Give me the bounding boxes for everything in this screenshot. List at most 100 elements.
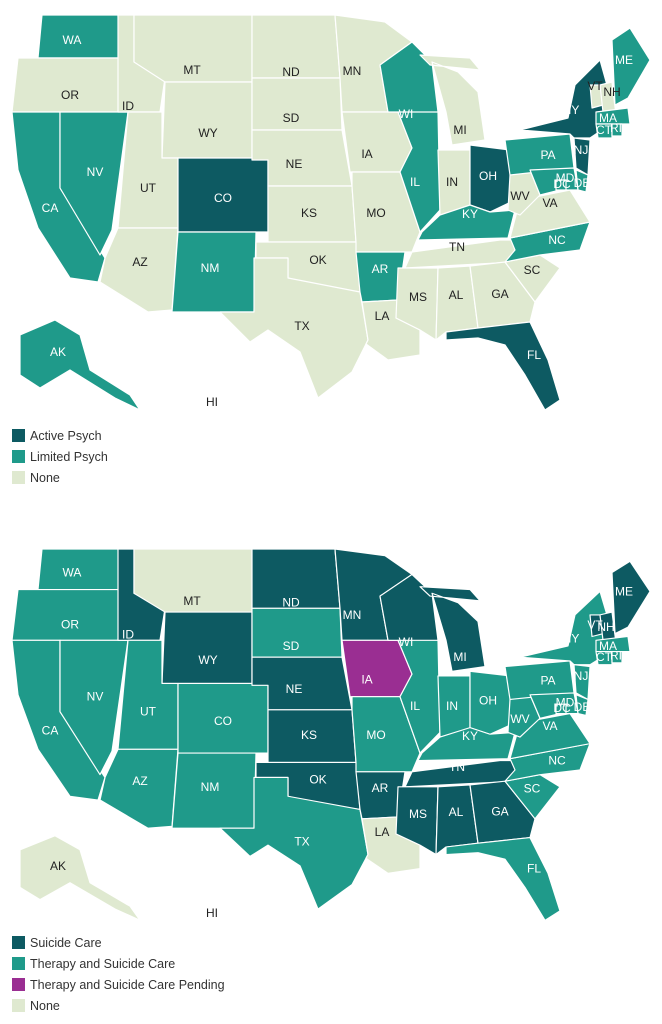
state-label-ga: GA (491, 287, 508, 301)
state-or (11, 57, 121, 113)
state-ri (611, 650, 623, 664)
state-label-co: CO (214, 191, 232, 205)
legend-item-suicide-care: Suicide Care (12, 932, 225, 953)
state-label-ri: RI (610, 121, 622, 135)
legend-swatch-suicide-care (12, 936, 25, 949)
state-label-ky: KY (462, 207, 478, 221)
state-nv (59, 111, 129, 256)
svg1-shapes (11, 14, 651, 411)
state-mi (419, 586, 486, 672)
state-tx (219, 257, 369, 399)
state-label-oh: OH (479, 169, 497, 183)
state-label-wy: WY (198, 126, 217, 140)
state-label-tn: TN (449, 240, 465, 254)
state-label-mi: MI (453, 123, 466, 137)
state-label-wa: WA (63, 566, 82, 580)
state-nv (59, 639, 129, 776)
legend-label-active-psych: Active Psych (30, 428, 102, 443)
state-label-ks: KS (301, 206, 317, 220)
state-label-in: IN (446, 699, 458, 713)
state-ga (469, 261, 536, 329)
state-label-tx: TX (294, 834, 309, 848)
state-label-vt: VT (587, 79, 603, 93)
svg1-labels: WA OR CA NV ID MT WY UT AZ CO NM ND SD NE KS OK TX MN IA MO… (42, 33, 633, 409)
state-label-ct: CT (596, 123, 613, 137)
state-label-wv: WV (510, 189, 529, 203)
state-ma (595, 107, 631, 125)
top-map: WA OR CA NV ID MT WY UT AZ CO NM ND SD NE KS OK TX MN IA MO… (0, 0, 662, 415)
state-label-pa: PA (540, 674, 555, 688)
state-label-md: MD (556, 695, 575, 709)
state-label-nc: NC (548, 233, 566, 247)
state-label-nm: NM (201, 780, 220, 794)
state-label-nj: NJ (574, 669, 589, 683)
state-label-nv: NV (87, 690, 104, 704)
legend-item-active-psych: Active Psych (12, 425, 108, 446)
state-me (611, 27, 651, 106)
state-label-vt: VT (587, 618, 603, 632)
state-ct (595, 650, 613, 666)
state-label-ms: MS (409, 290, 427, 304)
state-label-ar: AR (372, 781, 389, 795)
state-label-ny: NY (563, 631, 580, 645)
state-mi (419, 54, 486, 146)
state-label-ak: AK (50, 859, 66, 873)
state-label-tn: TN (449, 760, 465, 774)
state-label-ga: GA (491, 804, 508, 818)
state-label-ms: MS (409, 807, 427, 821)
state-label-la: LA (375, 309, 390, 323)
state-label-nd: ND (282, 596, 300, 610)
state-label-az: AZ (132, 774, 147, 788)
state-tx (219, 776, 369, 910)
state-label-va: VA (542, 196, 557, 210)
state-ri (611, 123, 623, 137)
state-label-in: IN (446, 175, 458, 189)
state-label-md: MD (556, 171, 575, 185)
state-label-il: IL (410, 175, 420, 189)
state-label-me: ME (615, 53, 633, 67)
legend-item-therapy-and-suicide-care: Therapy and Suicide Care (12, 953, 225, 974)
state-label-va: VA (542, 719, 557, 733)
state-label-nh: NH (597, 620, 614, 634)
state-label-mi: MI (453, 650, 466, 664)
state-label-ca: CA (42, 201, 59, 215)
state-dc (555, 703, 567, 715)
state-ga (469, 780, 536, 844)
state-il (397, 111, 441, 233)
state-label-wi: WI (399, 107, 414, 121)
state-label-fl: FL (527, 862, 541, 876)
state-label-ca: CA (42, 723, 59, 737)
state-label-hi: HI (206, 395, 218, 409)
legend-swatch-active-psych (12, 429, 25, 442)
state-label-de: DE (574, 176, 591, 190)
state-label-mo: MO (366, 728, 385, 742)
state-label-dc: DC (553, 177, 571, 191)
legend-label-therapy-pending: Therapy and Suicide Care Pending (30, 977, 225, 992)
state-label-ok: OK (309, 253, 326, 267)
state-label-pa: PA (540, 148, 555, 162)
state-label-de: DE (574, 700, 591, 714)
state-label-mn: MN (343, 608, 362, 622)
legend-item-limited-psych: Limited Psych (12, 446, 108, 467)
state-fl (445, 837, 561, 921)
state-fl (445, 321, 561, 411)
state-label-tx: TX (294, 319, 309, 333)
state-wy (161, 611, 253, 685)
state-ms (395, 267, 439, 341)
state-label-ak: AK (50, 345, 66, 359)
state-ma (595, 635, 631, 653)
svg2-shapes (11, 548, 651, 921)
state-label-ia: IA (361, 673, 372, 687)
state-label-mt: MT (183, 63, 201, 77)
legend-label-none-bottom: None (30, 998, 60, 1013)
bottom-map-svg: WA OR CA NV ID MT WY UT AZ CO NM ND SD NE KS OK TX MN IA MO… (11, 548, 651, 921)
legend-item-none-top: None (12, 467, 108, 488)
bottom-map-legend: Suicide Care Therapy and Suicide Care Th… (12, 932, 225, 1016)
legend-label-therapy-and-suicide-care: Therapy and Suicide Care (30, 956, 176, 971)
state-label-la: LA (375, 825, 390, 839)
state-ky (417, 204, 516, 241)
state-ak (19, 835, 141, 921)
state-az (99, 748, 179, 829)
state-label-ut: UT (140, 705, 157, 719)
state-label-ri: RI (610, 648, 622, 662)
